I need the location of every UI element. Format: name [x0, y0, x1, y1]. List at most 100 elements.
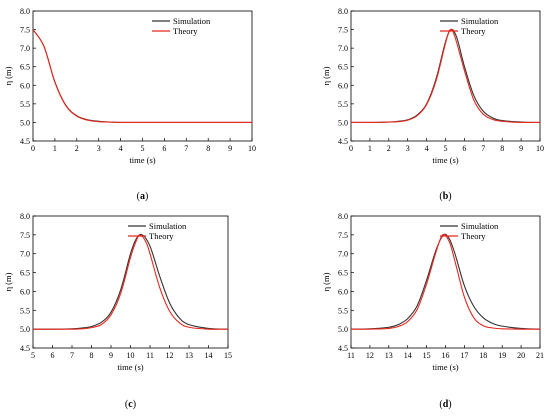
panel-caption: (d) — [439, 399, 451, 410]
x-tick-label: 15 — [423, 351, 431, 360]
chart-panel-b: 0 1 2 3 4 5 6 7 8 9 10 4.5 5.0 5.5 6.0 6.5 7.0 7.5 8.0 time… — [321, 7, 544, 202]
series-line-simulation — [351, 233, 540, 330]
y-tick-label: 8.0 — [20, 212, 30, 221]
y-tick-label: 5.5 — [338, 306, 348, 315]
x-tick-label: 21 — [536, 351, 544, 360]
x-tick-label: 3 — [97, 144, 101, 153]
y-tick-label: 6.0 — [338, 287, 348, 296]
legend-label-simulation: Simulation — [173, 16, 211, 26]
series-line-theory — [33, 234, 228, 330]
x-tick-label: 7 — [70, 351, 74, 360]
legend-label-theory: Theory — [461, 231, 486, 241]
y-tick-label: 5.5 — [20, 306, 30, 315]
x-tick-label: 10 — [127, 351, 135, 360]
x-tick-label: 7 — [481, 144, 485, 153]
x-tick-label: 19 — [498, 351, 506, 360]
x-tick-label: 11 — [146, 351, 154, 360]
y-tick-label: 4.5 — [338, 344, 348, 353]
x-tick-label: 17 — [460, 351, 468, 360]
y-tick-label: 6.0 — [20, 81, 30, 90]
legend-label-theory: Theory — [173, 26, 198, 36]
x-tick-label: 10 — [248, 144, 256, 153]
y-tick-label: 7.5 — [338, 231, 348, 240]
series-line-simulation — [33, 29, 252, 124]
panel-caption: (c) — [125, 399, 136, 410]
x-tick-label: 6 — [51, 351, 55, 360]
y-tick-label: 7.0 — [20, 250, 30, 259]
y-tick-label: 6.5 — [338, 63, 348, 72]
x-tick-label: 4 — [425, 144, 429, 153]
series-line-theory — [351, 233, 540, 330]
y-tick-label: 5.0 — [20, 325, 30, 334]
y-tick-label: 5.5 — [338, 100, 348, 109]
x-tick-label: 6 — [462, 144, 466, 153]
x-tick-label: 0 — [31, 144, 35, 153]
chart-panel-a: 0 1 2 3 4 5 6 7 8 9 10 4.5 5.0 5.5 6.0 6.5 7.0 7.5 8.0 time… — [3, 7, 256, 202]
y-tick-label: 6.0 — [338, 81, 348, 90]
x-tick-label: 8 — [500, 144, 504, 153]
x-axis-label: time (s) — [117, 362, 143, 372]
panel-caption: (b) — [439, 191, 451, 202]
x-tick-label: 9 — [519, 144, 523, 153]
x-tick-label: 14 — [404, 351, 412, 360]
x-tick-label: 6 — [162, 144, 166, 153]
x-tick-label: 9 — [109, 351, 113, 360]
x-tick-label: 1 — [368, 144, 372, 153]
legend-label-simulation: Simulation — [461, 16, 499, 26]
x-axis-label: time (s) — [432, 362, 458, 372]
y-tick-label: 8.0 — [20, 7, 30, 16]
x-tick-label: 5 — [141, 144, 145, 153]
x-tick-label: 8 — [90, 351, 94, 360]
y-tick-label: 8.0 — [338, 212, 348, 221]
x-tick-label: 12 — [166, 351, 174, 360]
y-tick-label: 7.5 — [338, 26, 348, 35]
x-tick-label: 18 — [479, 351, 487, 360]
chart-panel-d: 11 12 13 14 15 16 17 18 19 20 21 4.5 5.0 5.5 6.0 6.5 7.0… — [321, 212, 544, 410]
x-tick-label: 8 — [206, 144, 210, 153]
y-axis-label: η (m) — [3, 272, 13, 291]
x-tick-label: 16 — [442, 351, 450, 360]
y-tick-label: 5.5 — [20, 100, 30, 109]
x-tick-label: 2 — [387, 144, 391, 153]
y-tick-label: 6.5 — [20, 63, 30, 72]
legend-label-theory: Theory — [149, 231, 174, 241]
y-tick-label: 4.5 — [20, 344, 30, 353]
x-tick-label: 4 — [119, 144, 123, 153]
x-tick-label: 5 — [31, 351, 35, 360]
y-tick-label: 7.5 — [20, 26, 30, 35]
y-tick-label: 5.0 — [338, 325, 348, 334]
x-tick-label: 13 — [385, 351, 393, 360]
y-axis-label: η (m) — [321, 66, 331, 85]
x-tick-label: 14 — [205, 351, 213, 360]
x-tick-label: 9 — [228, 144, 232, 153]
y-tick-label: 6.5 — [20, 269, 30, 278]
x-tick-label: 0 — [349, 144, 353, 153]
y-axis-label: η (m) — [3, 66, 13, 85]
x-tick-label: 5 — [444, 144, 448, 153]
x-tick-label: 10 — [536, 144, 544, 153]
y-tick-label: 6.5 — [338, 269, 348, 278]
chart-panel-c: 5 6 7 8 9 10 11 12 13 14 15 4.5 5.0 5.5 6.0 6.5 7.0 7.5 8.… — [3, 212, 232, 410]
y-tick-label: 4.5 — [338, 137, 348, 146]
x-tick-label: 2 — [75, 144, 79, 153]
series-line-simulation — [33, 233, 228, 330]
y-tick-label: 5.0 — [338, 118, 348, 127]
x-tick-label: 3 — [406, 144, 410, 153]
panel-caption: (a) — [137, 191, 149, 202]
x-axis-label: time (s) — [432, 155, 458, 165]
x-tick-label: 1 — [53, 144, 57, 153]
y-tick-label: 8.0 — [338, 7, 348, 16]
legend-label-theory: Theory — [461, 26, 486, 36]
panel-letter: b — [443, 191, 449, 202]
legend-label-simulation: Simulation — [461, 221, 499, 231]
x-tick-label: 20 — [517, 351, 525, 360]
y-tick-label: 4.5 — [20, 137, 30, 146]
x-tick-label: 12 — [366, 351, 374, 360]
x-tick-label: 11 — [347, 351, 355, 360]
x-axis-label: time (s) — [129, 155, 155, 165]
y-tick-label: 7.0 — [338, 44, 348, 53]
y-tick-label: 7.0 — [338, 250, 348, 259]
plot-frame — [32, 10, 253, 142]
y-tick-label: 5.0 — [20, 118, 30, 127]
